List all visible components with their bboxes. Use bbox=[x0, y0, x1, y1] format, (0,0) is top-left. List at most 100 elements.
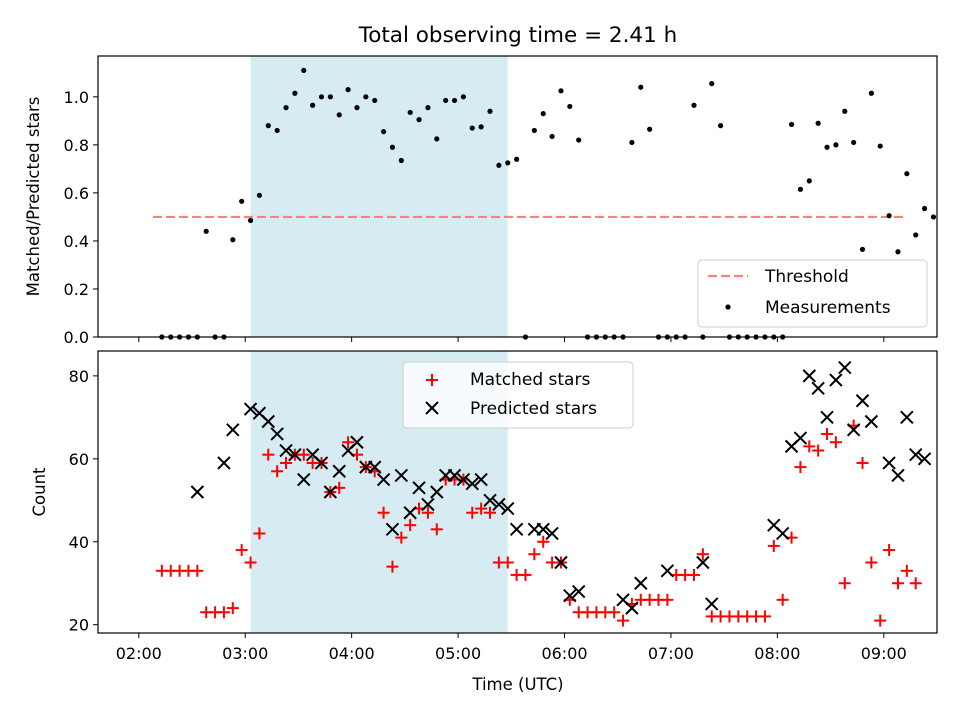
top-ylabel: Matched/Predicted stars bbox=[24, 97, 43, 297]
measurement-point bbox=[930, 214, 937, 220]
measurement-point bbox=[691, 102, 697, 108]
xtick-label: 08:00 bbox=[754, 644, 800, 663]
measurement-point bbox=[310, 102, 316, 108]
measurement-point bbox=[558, 88, 564, 94]
measurement-point bbox=[478, 124, 484, 130]
measurement-point bbox=[815, 120, 821, 126]
matched-star-point bbox=[874, 614, 887, 627]
matched-star-point bbox=[235, 544, 248, 557]
matched-star-point bbox=[838, 577, 851, 590]
xtick-label: 07:00 bbox=[648, 644, 694, 663]
xtick-label: 03:00 bbox=[222, 644, 268, 663]
measurement-point bbox=[904, 171, 910, 177]
matched-star-point bbox=[217, 606, 230, 619]
matched-star-point bbox=[829, 436, 842, 449]
legend-threshold-label: Threshold bbox=[764, 267, 849, 287]
predicted-star-point bbox=[261, 414, 275, 429]
matched-star-point bbox=[280, 456, 293, 469]
predicted-star-point bbox=[430, 485, 444, 499]
measurement-point bbox=[256, 192, 263, 198]
matched-star-point bbox=[262, 448, 275, 461]
predicted-star-point bbox=[314, 456, 329, 470]
measurement-point bbox=[859, 246, 866, 252]
top-frame bbox=[97, 55, 938, 338]
matched-star-point bbox=[466, 506, 479, 519]
predicted-star-point bbox=[243, 402, 258, 416]
measurement-point bbox=[851, 139, 857, 146]
measurement-point bbox=[318, 94, 325, 100]
measurement-point bbox=[425, 105, 431, 111]
predicted-star-point bbox=[846, 423, 861, 437]
matched-star-point bbox=[661, 593, 674, 606]
matched-star-point bbox=[244, 556, 257, 569]
measurement-point bbox=[372, 97, 378, 104]
predicted-star-point bbox=[917, 452, 932, 466]
predicted-star-point bbox=[509, 522, 524, 537]
top-ytick-label: 0.6 bbox=[64, 184, 89, 203]
predicted-star-point bbox=[368, 460, 382, 474]
predicted-star-point bbox=[820, 410, 834, 425]
measurement-point bbox=[549, 133, 555, 140]
matched-star-point bbox=[909, 577, 922, 590]
predicted-star-point bbox=[545, 526, 559, 541]
measurement-point bbox=[434, 136, 440, 142]
xtick-label: 09:00 bbox=[861, 644, 907, 663]
matched-star-point bbox=[377, 506, 390, 519]
measurement-point bbox=[469, 125, 475, 131]
measurement-point bbox=[647, 126, 653, 132]
measurement-point bbox=[842, 108, 848, 114]
predicted-star-point bbox=[855, 394, 870, 408]
measurement-point bbox=[274, 127, 280, 134]
bottom-legend-box bbox=[402, 361, 634, 429]
measurement-point bbox=[230, 237, 236, 243]
measurement-point bbox=[567, 103, 573, 110]
matched-star-point bbox=[776, 593, 789, 606]
predicted-star-point bbox=[279, 443, 293, 458]
predicted-star-point bbox=[775, 526, 790, 541]
predicted-star-point bbox=[501, 501, 515, 516]
measurement-point bbox=[576, 137, 582, 143]
predicted-star-point bbox=[696, 555, 710, 570]
measurement-point bbox=[247, 217, 254, 224]
matched-star-point bbox=[883, 544, 896, 557]
predicted-star-point bbox=[385, 522, 400, 537]
measurement-point bbox=[354, 105, 360, 111]
predicted-star-point bbox=[376, 472, 391, 487]
figure-title: Total observing time = 2.41 h bbox=[358, 23, 678, 48]
predicted-star-point bbox=[811, 381, 825, 396]
predicted-star-point bbox=[864, 414, 879, 429]
measurement-point bbox=[496, 162, 502, 168]
legend-predicted-swatch bbox=[425, 401, 439, 415]
measurement-point bbox=[443, 97, 449, 104]
top-ytick-label: 0.0 bbox=[64, 328, 89, 347]
top-panel: 0.0 0.2 0.4 0.6 0.8 1.0 Matched/Predicted sta… bbox=[24, 55, 938, 347]
xtick-label: 05:00 bbox=[435, 644, 481, 663]
predicted-star-point bbox=[554, 555, 568, 570]
bottom-legend: Matched stars Predicted stars bbox=[402, 361, 634, 429]
measurement-point bbox=[806, 178, 812, 184]
measurement-point bbox=[913, 232, 919, 238]
matched-star-point bbox=[865, 556, 878, 569]
measurement-point bbox=[283, 105, 289, 111]
matched-star-point bbox=[687, 568, 700, 581]
predicted-star-point bbox=[536, 522, 550, 537]
bottom-frame bbox=[97, 350, 938, 634]
bottom-ytick-label: 60 bbox=[69, 450, 89, 469]
matched-star-point bbox=[608, 606, 621, 619]
measurement-point bbox=[380, 129, 387, 135]
predicted-star-point bbox=[829, 373, 843, 387]
top-ytick-label: 0.4 bbox=[64, 232, 89, 251]
measurement-point bbox=[629, 139, 635, 146]
measurement-point bbox=[327, 94, 333, 100]
measurement-point bbox=[709, 81, 715, 87]
predicted-star-point bbox=[394, 468, 409, 483]
matched-star-point bbox=[891, 577, 904, 590]
predicted-star-point bbox=[217, 456, 231, 470]
matched-star-point bbox=[475, 502, 488, 515]
top-y-axis: 0.0 0.2 0.4 0.6 0.8 1.0 bbox=[64, 88, 98, 347]
measurement-point bbox=[514, 156, 520, 162]
matched-star-point bbox=[430, 523, 443, 536]
bottom-ylabel: Count bbox=[30, 467, 49, 517]
predicted-star-point bbox=[323, 485, 338, 499]
